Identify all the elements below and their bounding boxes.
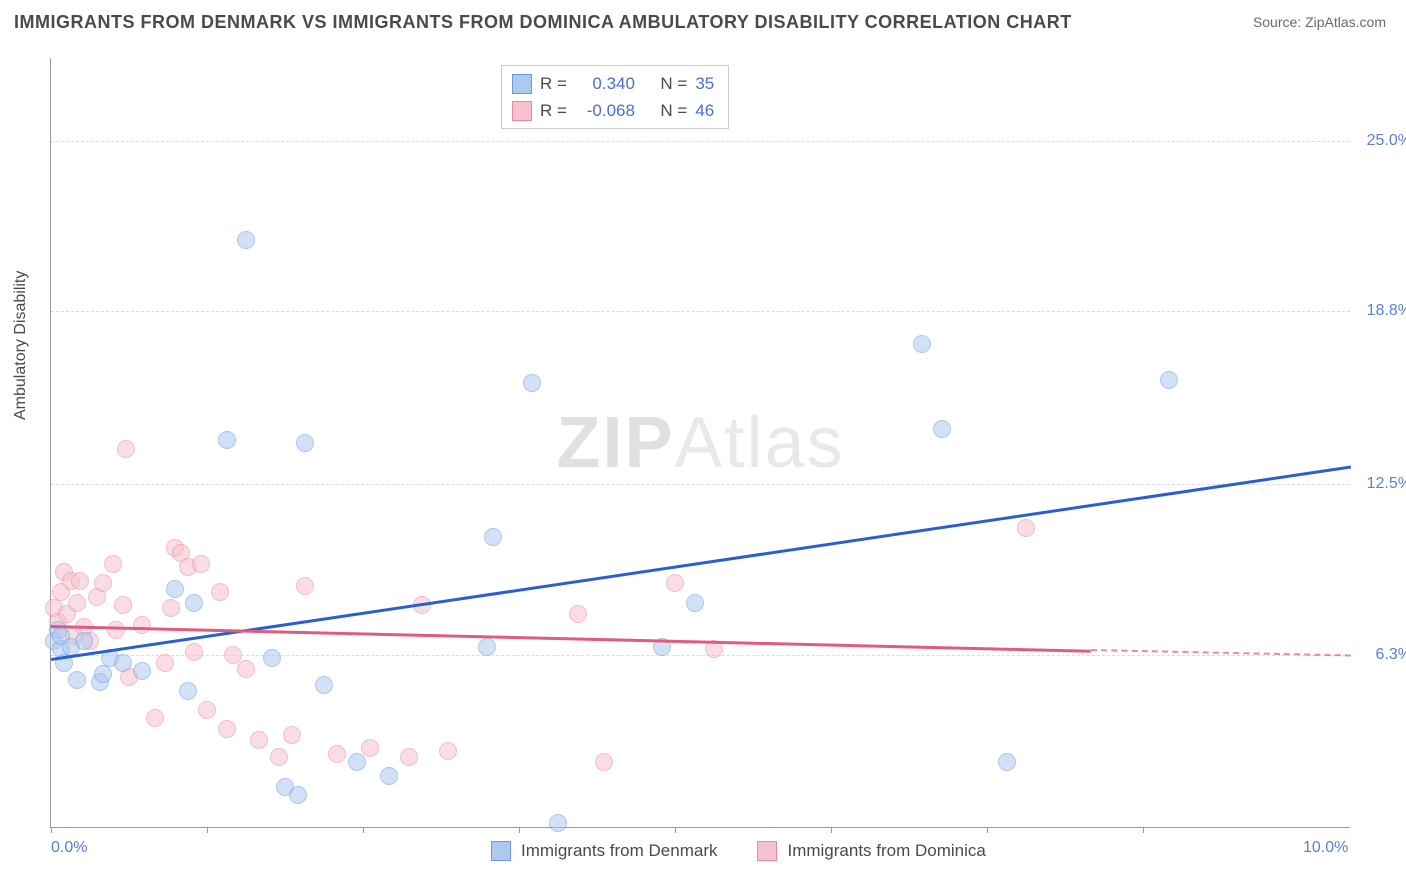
- scatter-point-denmark: [179, 682, 197, 700]
- legend-series: Immigrants from Denmark Immigrants from …: [491, 841, 986, 861]
- scatter-point-dominica: [270, 748, 288, 766]
- scatter-point-dominica: [198, 701, 216, 719]
- legend-label-dominica: Immigrants from Dominica: [787, 841, 985, 861]
- scatter-point-dominica: [94, 574, 112, 592]
- scatter-point-denmark: [68, 671, 86, 689]
- legend-stats-row-denmark: R = 0.340 N = 35: [512, 70, 714, 97]
- x-tick: [1143, 827, 1144, 833]
- scatter-point-dominica: [185, 643, 203, 661]
- y-axis-label: Ambulatory Disability: [12, 271, 30, 420]
- gridline: [51, 484, 1350, 485]
- legend-item-dominica: Immigrants from Dominica: [757, 841, 985, 861]
- scatter-point-denmark: [523, 374, 541, 392]
- legend-swatch-denmark: [491, 841, 511, 861]
- n-value-denmark: 35: [695, 70, 714, 97]
- scatter-point-denmark: [94, 665, 112, 683]
- scatter-point-denmark: [75, 632, 93, 650]
- scatter-point-dominica: [68, 594, 86, 612]
- gridline: [51, 141, 1350, 142]
- scatter-point-denmark: [380, 767, 398, 785]
- x-tick: [987, 827, 988, 833]
- x-tick: [363, 827, 364, 833]
- scatter-point-dominica: [439, 742, 457, 760]
- scatter-point-dominica: [133, 616, 151, 634]
- scatter-point-denmark: [933, 420, 951, 438]
- scatter-point-dominica: [595, 753, 613, 771]
- scatter-point-denmark: [549, 814, 567, 832]
- x-tick: [519, 827, 520, 833]
- scatter-point-denmark: [237, 231, 255, 249]
- scatter-point-dominica: [237, 660, 255, 678]
- r-value-denmark: 0.340: [575, 70, 635, 97]
- scatter-point-dominica: [400, 748, 418, 766]
- scatter-point-dominica: [283, 726, 301, 744]
- scatter-point-denmark: [484, 528, 502, 546]
- scatter-point-denmark: [315, 676, 333, 694]
- legend-label-denmark: Immigrants from Denmark: [521, 841, 717, 861]
- scatter-point-dominica: [114, 596, 132, 614]
- y-tick-label: 12.5%: [1367, 475, 1406, 493]
- plot-area: ZIPAtlas R = 0.340 N = 35 R = -0.068 N =…: [50, 58, 1350, 828]
- source-attribution: Source: ZipAtlas.com: [1253, 14, 1386, 30]
- scatter-point-dominica: [1017, 519, 1035, 537]
- scatter-point-denmark: [185, 594, 203, 612]
- scatter-point-dominica: [361, 739, 379, 757]
- x-tick: [831, 827, 832, 833]
- scatter-point-denmark: [114, 654, 132, 672]
- scatter-point-dominica: [162, 599, 180, 617]
- scatter-point-dominica: [666, 574, 684, 592]
- scatter-point-dominica: [296, 577, 314, 595]
- r-label: R =: [540, 97, 567, 124]
- y-tick-label: 6.3%: [1376, 646, 1406, 664]
- watermark-text: ZIPAtlas: [556, 402, 844, 484]
- scatter-point-dominica: [569, 605, 587, 623]
- n-label: N =: [660, 97, 687, 124]
- y-tick-label: 18.8%: [1367, 302, 1406, 320]
- legend-swatch-denmark: [512, 74, 532, 94]
- scatter-point-dominica: [71, 572, 89, 590]
- chart-title: IMMIGRANTS FROM DENMARK VS IMMIGRANTS FR…: [14, 12, 1072, 33]
- scatter-point-dominica: [107, 621, 125, 639]
- y-tick-label: 25.0%: [1367, 132, 1406, 150]
- scatter-point-denmark: [166, 580, 184, 598]
- scatter-point-dominica: [104, 555, 122, 573]
- n-value-dominica: 46: [695, 97, 714, 124]
- legend-item-denmark: Immigrants from Denmark: [491, 841, 717, 861]
- scatter-point-denmark: [913, 335, 931, 353]
- scatter-point-denmark: [686, 594, 704, 612]
- scatter-point-denmark: [263, 649, 281, 667]
- x-tick-label: 10.0%: [1303, 839, 1348, 857]
- scatter-point-denmark: [133, 662, 151, 680]
- legend-stats-box: R = 0.340 N = 35 R = -0.068 N = 46: [501, 65, 729, 129]
- trendline-dominica: [51, 625, 1091, 652]
- x-tick: [675, 827, 676, 833]
- r-label: R =: [540, 70, 567, 97]
- scatter-point-dominica: [250, 731, 268, 749]
- scatter-point-denmark: [289, 786, 307, 804]
- gridline: [51, 655, 1350, 656]
- x-tick: [207, 827, 208, 833]
- scatter-point-denmark: [296, 434, 314, 452]
- scatter-point-denmark: [998, 753, 1016, 771]
- scatter-point-dominica: [192, 555, 210, 573]
- gridline: [51, 311, 1350, 312]
- scatter-point-denmark: [348, 753, 366, 771]
- scatter-point-dominica: [328, 745, 346, 763]
- r-value-dominica: -0.068: [575, 97, 635, 124]
- scatter-point-dominica: [211, 583, 229, 601]
- scatter-point-denmark: [478, 638, 496, 656]
- scatter-point-denmark: [1160, 371, 1178, 389]
- scatter-point-dominica: [218, 720, 236, 738]
- legend-swatch-dominica: [757, 841, 777, 861]
- scatter-point-denmark: [218, 431, 236, 449]
- x-tick-label: 0.0%: [51, 839, 87, 857]
- scatter-point-dominica: [156, 654, 174, 672]
- x-tick: [51, 827, 52, 833]
- scatter-point-dominica: [117, 440, 135, 458]
- legend-swatch-dominica: [512, 101, 532, 121]
- scatter-point-dominica: [146, 709, 164, 727]
- chart-container: IMMIGRANTS FROM DENMARK VS IMMIGRANTS FR…: [0, 0, 1406, 892]
- legend-stats-row-dominica: R = -0.068 N = 46: [512, 97, 714, 124]
- n-label: N =: [660, 70, 687, 97]
